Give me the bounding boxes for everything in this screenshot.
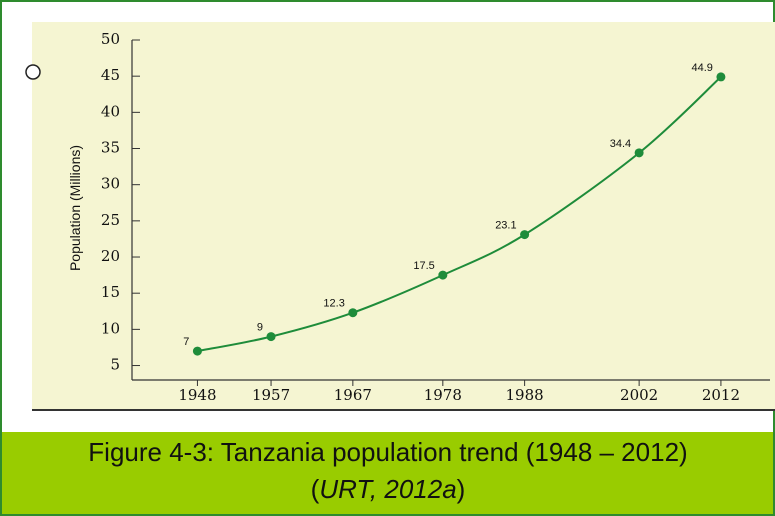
data-label: 23.1 (495, 220, 516, 232)
x-tick-label: 1967 (334, 386, 372, 404)
point (192, 346, 202, 356)
y-tick-label: 10 (101, 319, 120, 337)
caption-background (2, 432, 773, 514)
y-tick-label: 40 (101, 102, 120, 120)
point (266, 332, 276, 342)
x-tick-label: 1957 (252, 386, 290, 404)
y-tick-label: 25 (101, 211, 120, 229)
x-tick-label: 1988 (506, 386, 544, 404)
y-tick-label: 20 (101, 247, 120, 265)
data-label: 34.4 (610, 138, 631, 150)
point (438, 270, 448, 280)
x-tick-label: 1948 (178, 386, 216, 404)
y-tick-label: 35 (101, 139, 120, 157)
y-tick-label: 15 (101, 283, 120, 301)
x-tick-label: 2012 (702, 386, 740, 404)
y-tick-label: 30 (101, 175, 120, 193)
caption-source-line: (URT, 2012a) (311, 474, 466, 504)
point (634, 148, 644, 158)
caption-open: ( (311, 474, 320, 504)
data-label: 44.9 (692, 62, 713, 74)
x-tick-label: 1978 (424, 386, 462, 404)
data-label: 7 (183, 336, 189, 348)
y-tick-label: 50 (101, 30, 120, 48)
data-label: 9 (257, 322, 263, 334)
point (348, 308, 358, 318)
y-tick-label: 45 (101, 66, 120, 84)
y-tick-label: 5 (110, 356, 120, 374)
data-label: 17.5 (413, 260, 434, 272)
data-label: 12.3 (323, 298, 344, 310)
plot-background (32, 22, 775, 410)
handle (25, 64, 41, 80)
y-axis-label: Population (Millions) (67, 145, 83, 271)
point (716, 72, 726, 82)
caption-source: URT, 2012a (319, 474, 456, 504)
caption: Figure 4-3: Tanzania population trend (1… (88, 437, 687, 467)
caption-close: ) (457, 474, 466, 504)
point (520, 230, 530, 240)
x-tick-label: 2002 (620, 386, 658, 404)
